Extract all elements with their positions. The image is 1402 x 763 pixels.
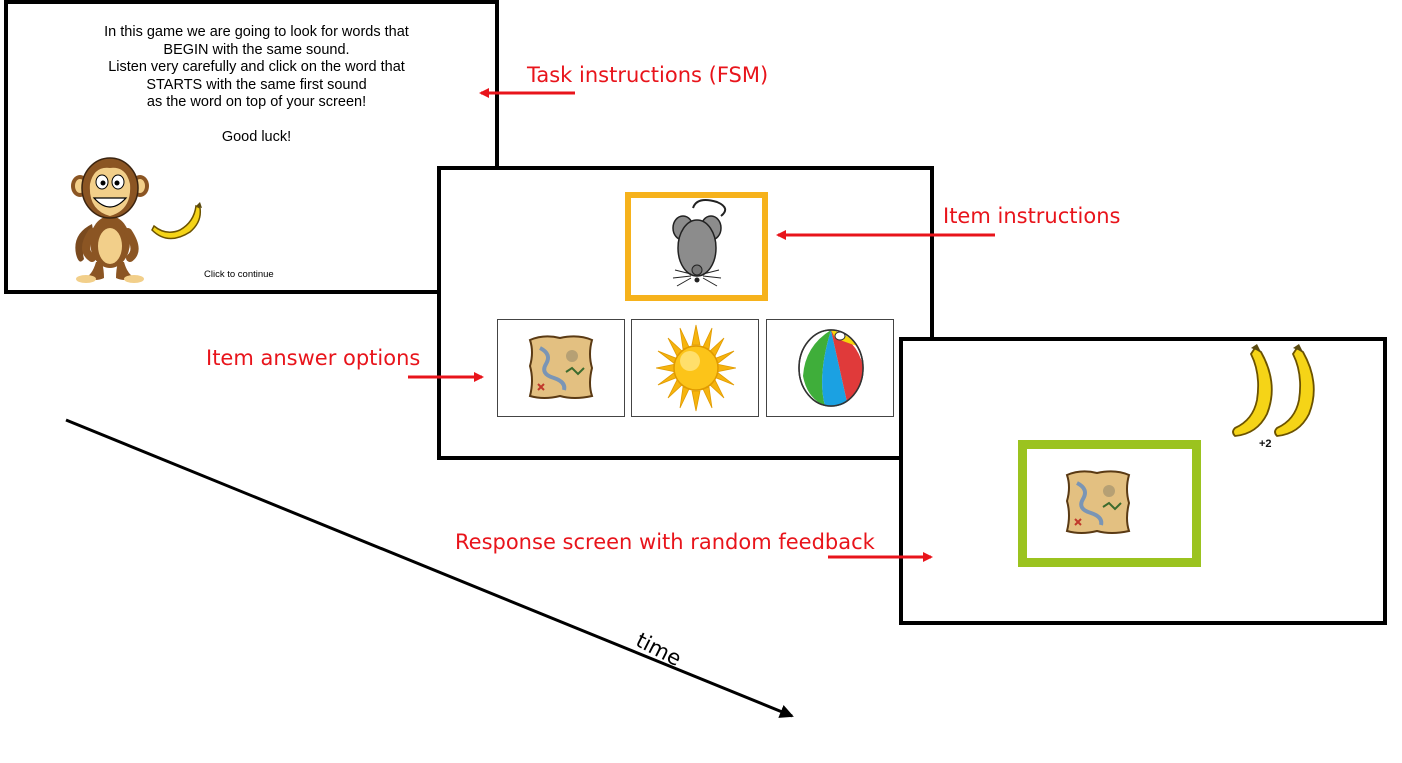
banana-icon — [151, 202, 202, 240]
map-icon — [528, 335, 594, 399]
answer-option-sun[interactable] — [631, 319, 759, 417]
response-screen-label: Response screen with random feedback — [455, 530, 875, 554]
answer-option-beach-ball[interactable] — [766, 319, 894, 417]
instruction-line: as the word on top of your screen! — [146, 94, 367, 110]
instruction-line: BEGIN with the same sound. — [163, 41, 350, 58]
item-answer-options-label: Item answer options — [206, 346, 421, 370]
good-luck-text: Good luck! — [221, 128, 292, 145]
target-word-frame — [625, 192, 768, 301]
instruction-line: STARTS with the same first sound — [146, 76, 367, 93]
banana-reward-icon — [1232, 344, 1315, 437]
task-instruction-screen: In this game we are going to look for wo… — [4, 0, 499, 294]
points-awarded-text: +2 — [1259, 438, 1272, 450]
time-axis-arrow — [65, 418, 794, 718]
item-instructions-label: Item instructions — [943, 204, 1121, 228]
response-screen: +2 — [899, 337, 1387, 625]
monkey-icon — [71, 157, 149, 283]
instruction-line: In this game we are going to look for wo… — [104, 24, 409, 40]
answer-option-map[interactable] — [497, 319, 625, 417]
item-screen — [437, 166, 934, 460]
time-axis-label: time — [632, 628, 686, 671]
task-instruction-text: In this game we are going to look for wo… — [8, 24, 495, 146]
beach-ball-icon — [798, 329, 864, 407]
mouse-icon — [672, 199, 727, 287]
selected-answer-frame — [1018, 440, 1201, 567]
sun-icon — [656, 324, 736, 412]
instruction-line: Listen very carefully and click on the w… — [108, 59, 405, 75]
click-to-continue-text[interactable]: Click to continue — [204, 269, 274, 280]
map-icon — [1065, 470, 1131, 534]
task-instructions-label: Task instructions (FSM) — [527, 63, 769, 87]
